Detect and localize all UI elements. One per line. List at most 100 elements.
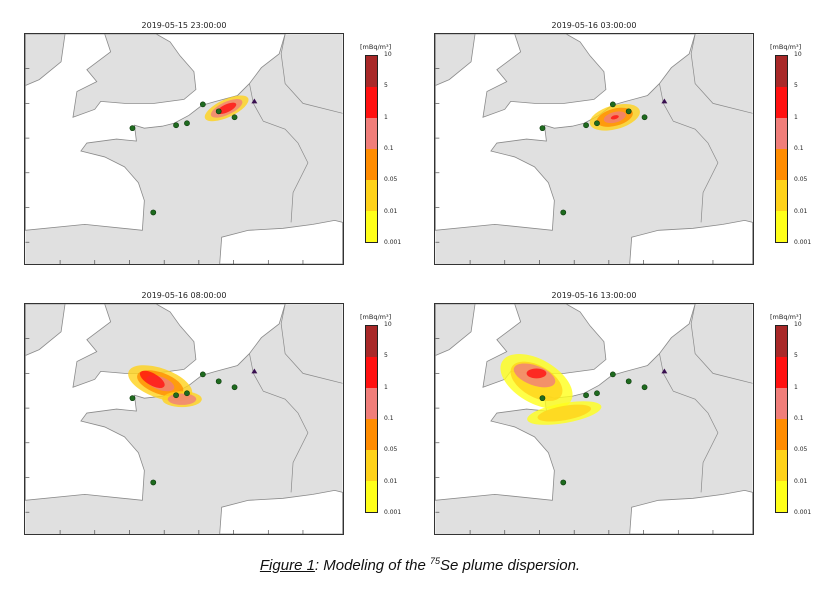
colorbar-tick-label: 1 xyxy=(794,383,798,391)
colorbar-tick-label: 0.1 xyxy=(384,415,394,422)
plume-contour xyxy=(526,368,547,379)
colorbar-band xyxy=(776,149,787,180)
colorbar-tick-label: 5 xyxy=(384,352,388,360)
colorbar-tick-label: 1 xyxy=(384,113,388,121)
colorbar-band xyxy=(366,357,377,388)
station-marker xyxy=(129,125,136,132)
colorbar-tick-label: 10 xyxy=(384,321,392,328)
station-marker xyxy=(641,384,648,391)
ireland xyxy=(435,304,476,357)
source-marker xyxy=(661,98,668,104)
map xyxy=(24,33,344,265)
colorbar-band xyxy=(366,388,377,419)
plume-contour xyxy=(216,102,237,115)
caption-text: : Modeling of the xyxy=(314,557,430,574)
colorbar-tick-label: 0.01 xyxy=(794,477,808,485)
panel-title: 2019-05-16 03:00:00 xyxy=(551,21,637,30)
colorbar-band xyxy=(366,481,377,512)
station-marker xyxy=(231,384,238,391)
colorbar-tick-label: 5 xyxy=(794,82,798,90)
station-marker xyxy=(173,122,179,129)
colorbar-tick-label: 0.001 xyxy=(384,509,402,516)
plume-contour xyxy=(537,404,591,422)
station-marker xyxy=(150,209,157,216)
map-panel-4: 2019-05-16 13:00:00 [mBq/m³] 10 5 1 0.1 0.05 0… xyxy=(434,291,834,563)
border xyxy=(690,304,753,384)
colorbar-unit: [mBq/m³] xyxy=(770,313,802,321)
colorbar-band xyxy=(776,56,787,87)
colorbar-band xyxy=(776,388,787,419)
colorbar-band xyxy=(366,56,377,87)
colorbar-tick-label: 10 xyxy=(794,321,802,328)
ireland xyxy=(25,304,66,357)
station-marker xyxy=(641,114,648,121)
colorbar-band xyxy=(776,450,787,481)
figure-label: Figure 1 xyxy=(259,557,315,574)
mediterranean-sea xyxy=(219,489,343,534)
station-marker xyxy=(199,371,206,378)
station-marker xyxy=(625,108,632,115)
caption-text: Se plume dispersion. xyxy=(440,557,581,574)
colorbar-tick-label: 5 xyxy=(794,352,798,360)
colorbar-band xyxy=(366,180,377,211)
mediterranean-sea xyxy=(629,489,753,534)
station-marker xyxy=(609,371,616,378)
station-marker xyxy=(215,108,222,115)
atlantic-sea xyxy=(435,34,696,231)
great-britain xyxy=(482,34,607,118)
station-marker xyxy=(150,479,157,486)
border xyxy=(249,353,309,493)
figure-caption: Figure 1: Modeling of the 75Se plume dis… xyxy=(0,556,840,574)
colorbar-tick-label: 10 xyxy=(794,51,802,58)
border xyxy=(249,83,309,223)
great-britain xyxy=(72,304,197,388)
colorbar-band xyxy=(366,450,377,481)
station-marker xyxy=(184,120,190,127)
colorbar-band xyxy=(776,326,787,357)
isotope-mass: 75 xyxy=(430,556,441,566)
colorbar-tick-label: 0.1 xyxy=(384,145,394,152)
station-marker xyxy=(560,479,567,486)
colorbar xyxy=(775,55,788,243)
map xyxy=(434,303,754,535)
border xyxy=(690,34,753,114)
source-marker xyxy=(251,98,258,104)
colorbar xyxy=(775,325,788,513)
great-britain xyxy=(72,34,197,118)
map xyxy=(24,303,344,535)
colorbar-band xyxy=(776,419,787,450)
mediterranean-sea xyxy=(219,219,343,264)
station-marker xyxy=(594,120,600,127)
colorbar-band xyxy=(776,481,787,512)
ireland xyxy=(435,34,476,87)
colorbar-band xyxy=(776,87,787,118)
station-marker xyxy=(583,392,589,399)
colorbar-band xyxy=(776,357,787,388)
station-marker xyxy=(609,101,616,108)
station-marker xyxy=(184,390,190,397)
station-marker xyxy=(625,378,632,385)
station-marker xyxy=(539,395,546,402)
station-marker xyxy=(199,101,206,108)
border xyxy=(280,304,343,384)
colorbar-tick-label: 0.05 xyxy=(384,176,398,184)
colorbar-unit: [mBq/m³] xyxy=(770,43,802,51)
plume-contour xyxy=(610,115,619,120)
colorbar-tick-label: 0.001 xyxy=(794,509,812,516)
station-marker xyxy=(215,378,222,385)
map xyxy=(434,33,754,265)
colorbar xyxy=(365,55,378,243)
colorbar-band xyxy=(366,326,377,357)
panel-title: 2019-05-16 13:00:00 xyxy=(551,291,637,300)
colorbar-band xyxy=(366,419,377,450)
colorbar-band xyxy=(366,118,377,149)
colorbar-tick-label: 0.1 xyxy=(794,415,804,422)
colorbar-band xyxy=(776,211,787,242)
colorbar-tick-label: 0.001 xyxy=(794,239,812,246)
colorbar-band xyxy=(776,180,787,211)
colorbar-tick-label: 0.05 xyxy=(384,446,398,454)
colorbar-tick-label: 0.01 xyxy=(384,207,398,215)
station-marker xyxy=(231,114,238,121)
panel-title: 2019-05-15 23:00:00 xyxy=(141,21,227,30)
colorbar-tick-label: 1 xyxy=(384,383,388,391)
